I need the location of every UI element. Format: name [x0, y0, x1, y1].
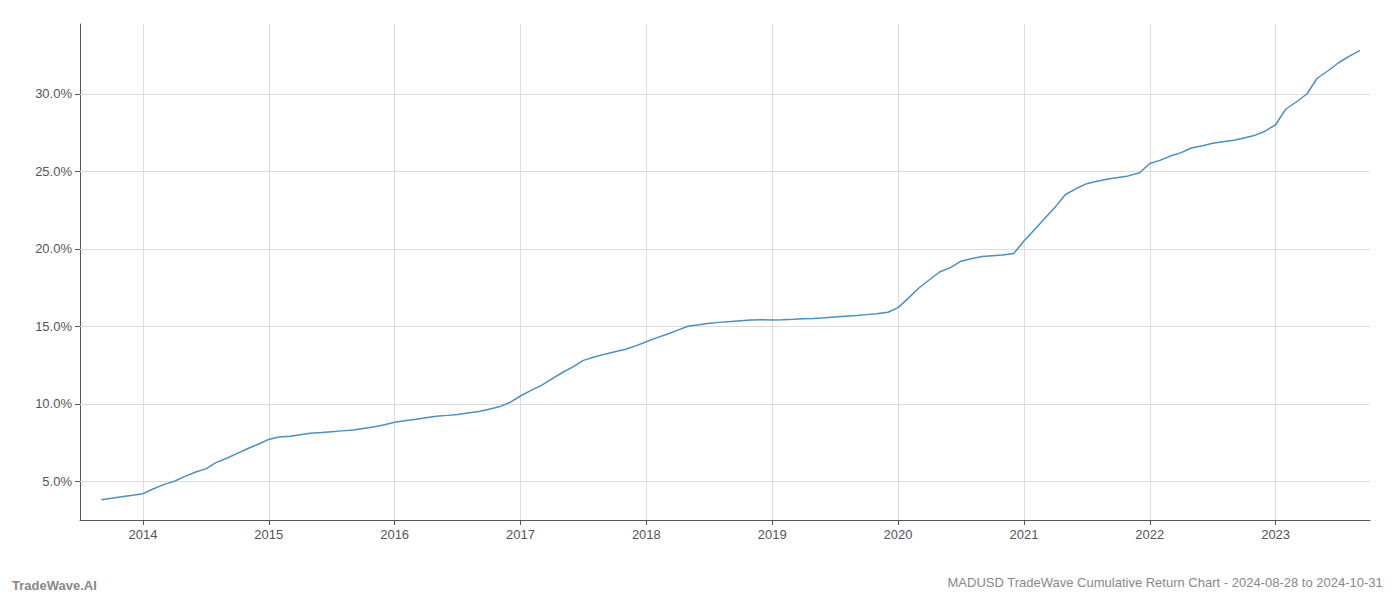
svg-text:5.0%: 5.0% — [42, 474, 72, 489]
svg-text:30.0%: 30.0% — [35, 86, 72, 101]
svg-text:2014: 2014 — [128, 527, 157, 542]
svg-text:25.0%: 25.0% — [35, 164, 72, 179]
svg-text:20.0%: 20.0% — [35, 241, 72, 256]
svg-text:2016: 2016 — [380, 527, 409, 542]
svg-text:10.0%: 10.0% — [35, 396, 72, 411]
svg-text:2018: 2018 — [632, 527, 661, 542]
svg-text:2022: 2022 — [1135, 527, 1164, 542]
svg-text:2019: 2019 — [758, 527, 787, 542]
svg-text:2020: 2020 — [884, 527, 913, 542]
svg-text:2015: 2015 — [254, 527, 283, 542]
svg-text:2023: 2023 — [1261, 527, 1290, 542]
svg-text:2017: 2017 — [506, 527, 535, 542]
svg-text:TradeWave.AI: TradeWave.AI — [12, 578, 97, 593]
svg-text:MADUSD TradeWave Cumulative Re: MADUSD TradeWave Cumulative Return Chart… — [948, 575, 1383, 590]
svg-text:2021: 2021 — [1009, 527, 1038, 542]
svg-text:15.0%: 15.0% — [35, 319, 72, 334]
